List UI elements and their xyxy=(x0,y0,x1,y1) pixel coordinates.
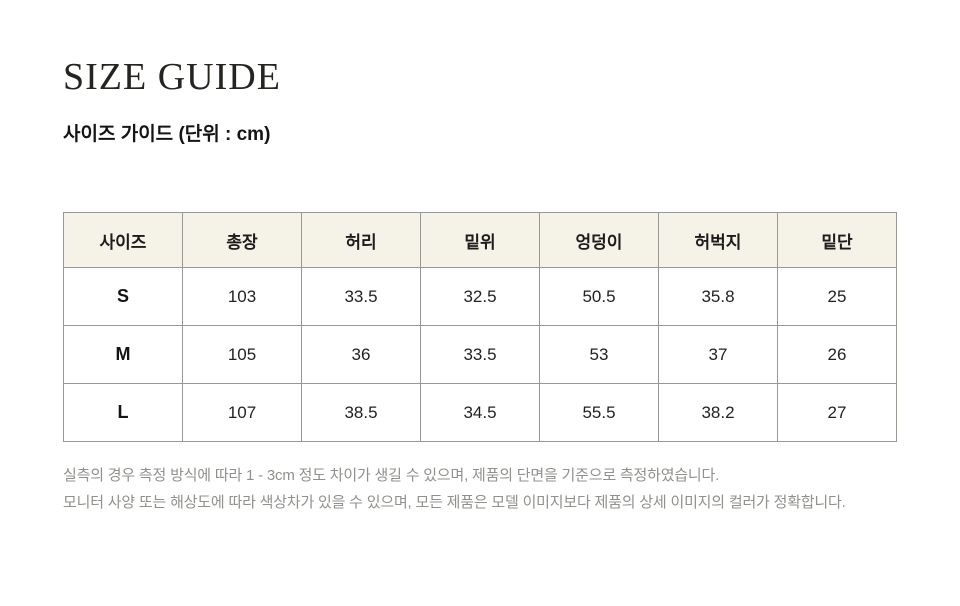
note-line: 실측의 경우 측정 방식에 따라 1 - 3cm 정도 차이가 생길 수 있으며… xyxy=(63,467,720,484)
measurement-notes: 실측의 경우 측정 방식에 따라 1 - 3cm 정도 차이가 생길 수 있으며… xyxy=(63,462,897,516)
measurement-value: 38.2 xyxy=(658,383,778,442)
page-subtitle: 사이즈 가이드 (단위 : cm) xyxy=(63,124,271,145)
size-table-header: 사이즈 총장 허리 밑위 엉덩이 허벅지 밑단 xyxy=(63,212,897,268)
page-title: SIZE GUIDE xyxy=(63,56,281,98)
size-guide-table: 사이즈 총장 허리 밑위 엉덩이 허벅지 밑단 S 103 33.5 32.5 50.5 35.8 25… xyxy=(63,212,897,442)
measurement-value: 36 xyxy=(301,325,421,384)
size-label: L xyxy=(63,383,183,442)
header-row: 사이즈 총장 허리 밑위 엉덩이 허벅지 밑단 xyxy=(63,212,897,268)
measurement-value: 32.5 xyxy=(420,267,540,326)
column-header: 밑위 xyxy=(420,212,540,268)
measurement-value: 33.5 xyxy=(420,325,540,384)
measurement-value: 50.5 xyxy=(539,267,659,326)
size-label: M xyxy=(63,325,183,384)
measurement-value: 27 xyxy=(777,383,897,442)
measurement-value: 103 xyxy=(182,267,302,326)
column-header: 엉덩이 xyxy=(539,212,659,268)
measurement-value: 55.5 xyxy=(539,383,659,442)
measurement-value: 37 xyxy=(658,325,778,384)
column-header: 총장 xyxy=(182,212,302,268)
measurement-value: 35.8 xyxy=(658,267,778,326)
measurement-value: 105 xyxy=(182,325,302,384)
measurement-value: 38.5 xyxy=(301,383,421,442)
table-row: M 105 36 33.5 53 37 26 xyxy=(63,325,897,384)
table-row: L 107 38.5 34.5 55.5 38.2 27 xyxy=(63,383,897,442)
note-line: 모니터 사양 또는 해상도에 따라 색상차가 있을 수 있으며, 모든 제품은 … xyxy=(63,494,846,511)
measurement-value: 53 xyxy=(539,325,659,384)
column-header: 사이즈 xyxy=(63,212,183,268)
table-row: S 103 33.5 32.5 50.5 35.8 25 xyxy=(63,267,897,326)
measurement-value: 25 xyxy=(777,267,897,326)
measurement-value: 33.5 xyxy=(301,267,421,326)
column-header: 허벅지 xyxy=(658,212,778,268)
column-header: 밑단 xyxy=(777,212,897,268)
measurement-value: 107 xyxy=(182,383,302,442)
measurement-value: 34.5 xyxy=(420,383,540,442)
size-table-body: S 103 33.5 32.5 50.5 35.8 25 M 105 36 33.5 53 37 26 L 1… xyxy=(63,267,897,442)
size-guide-section: SIZE GUIDE 사이즈 가이드 (단위 : cm) 사이즈 총장 허리 밑위 엉덩… xyxy=(63,56,897,516)
column-header: 허리 xyxy=(301,212,421,268)
size-label: S xyxy=(63,267,183,326)
measurement-value: 26 xyxy=(777,325,897,384)
